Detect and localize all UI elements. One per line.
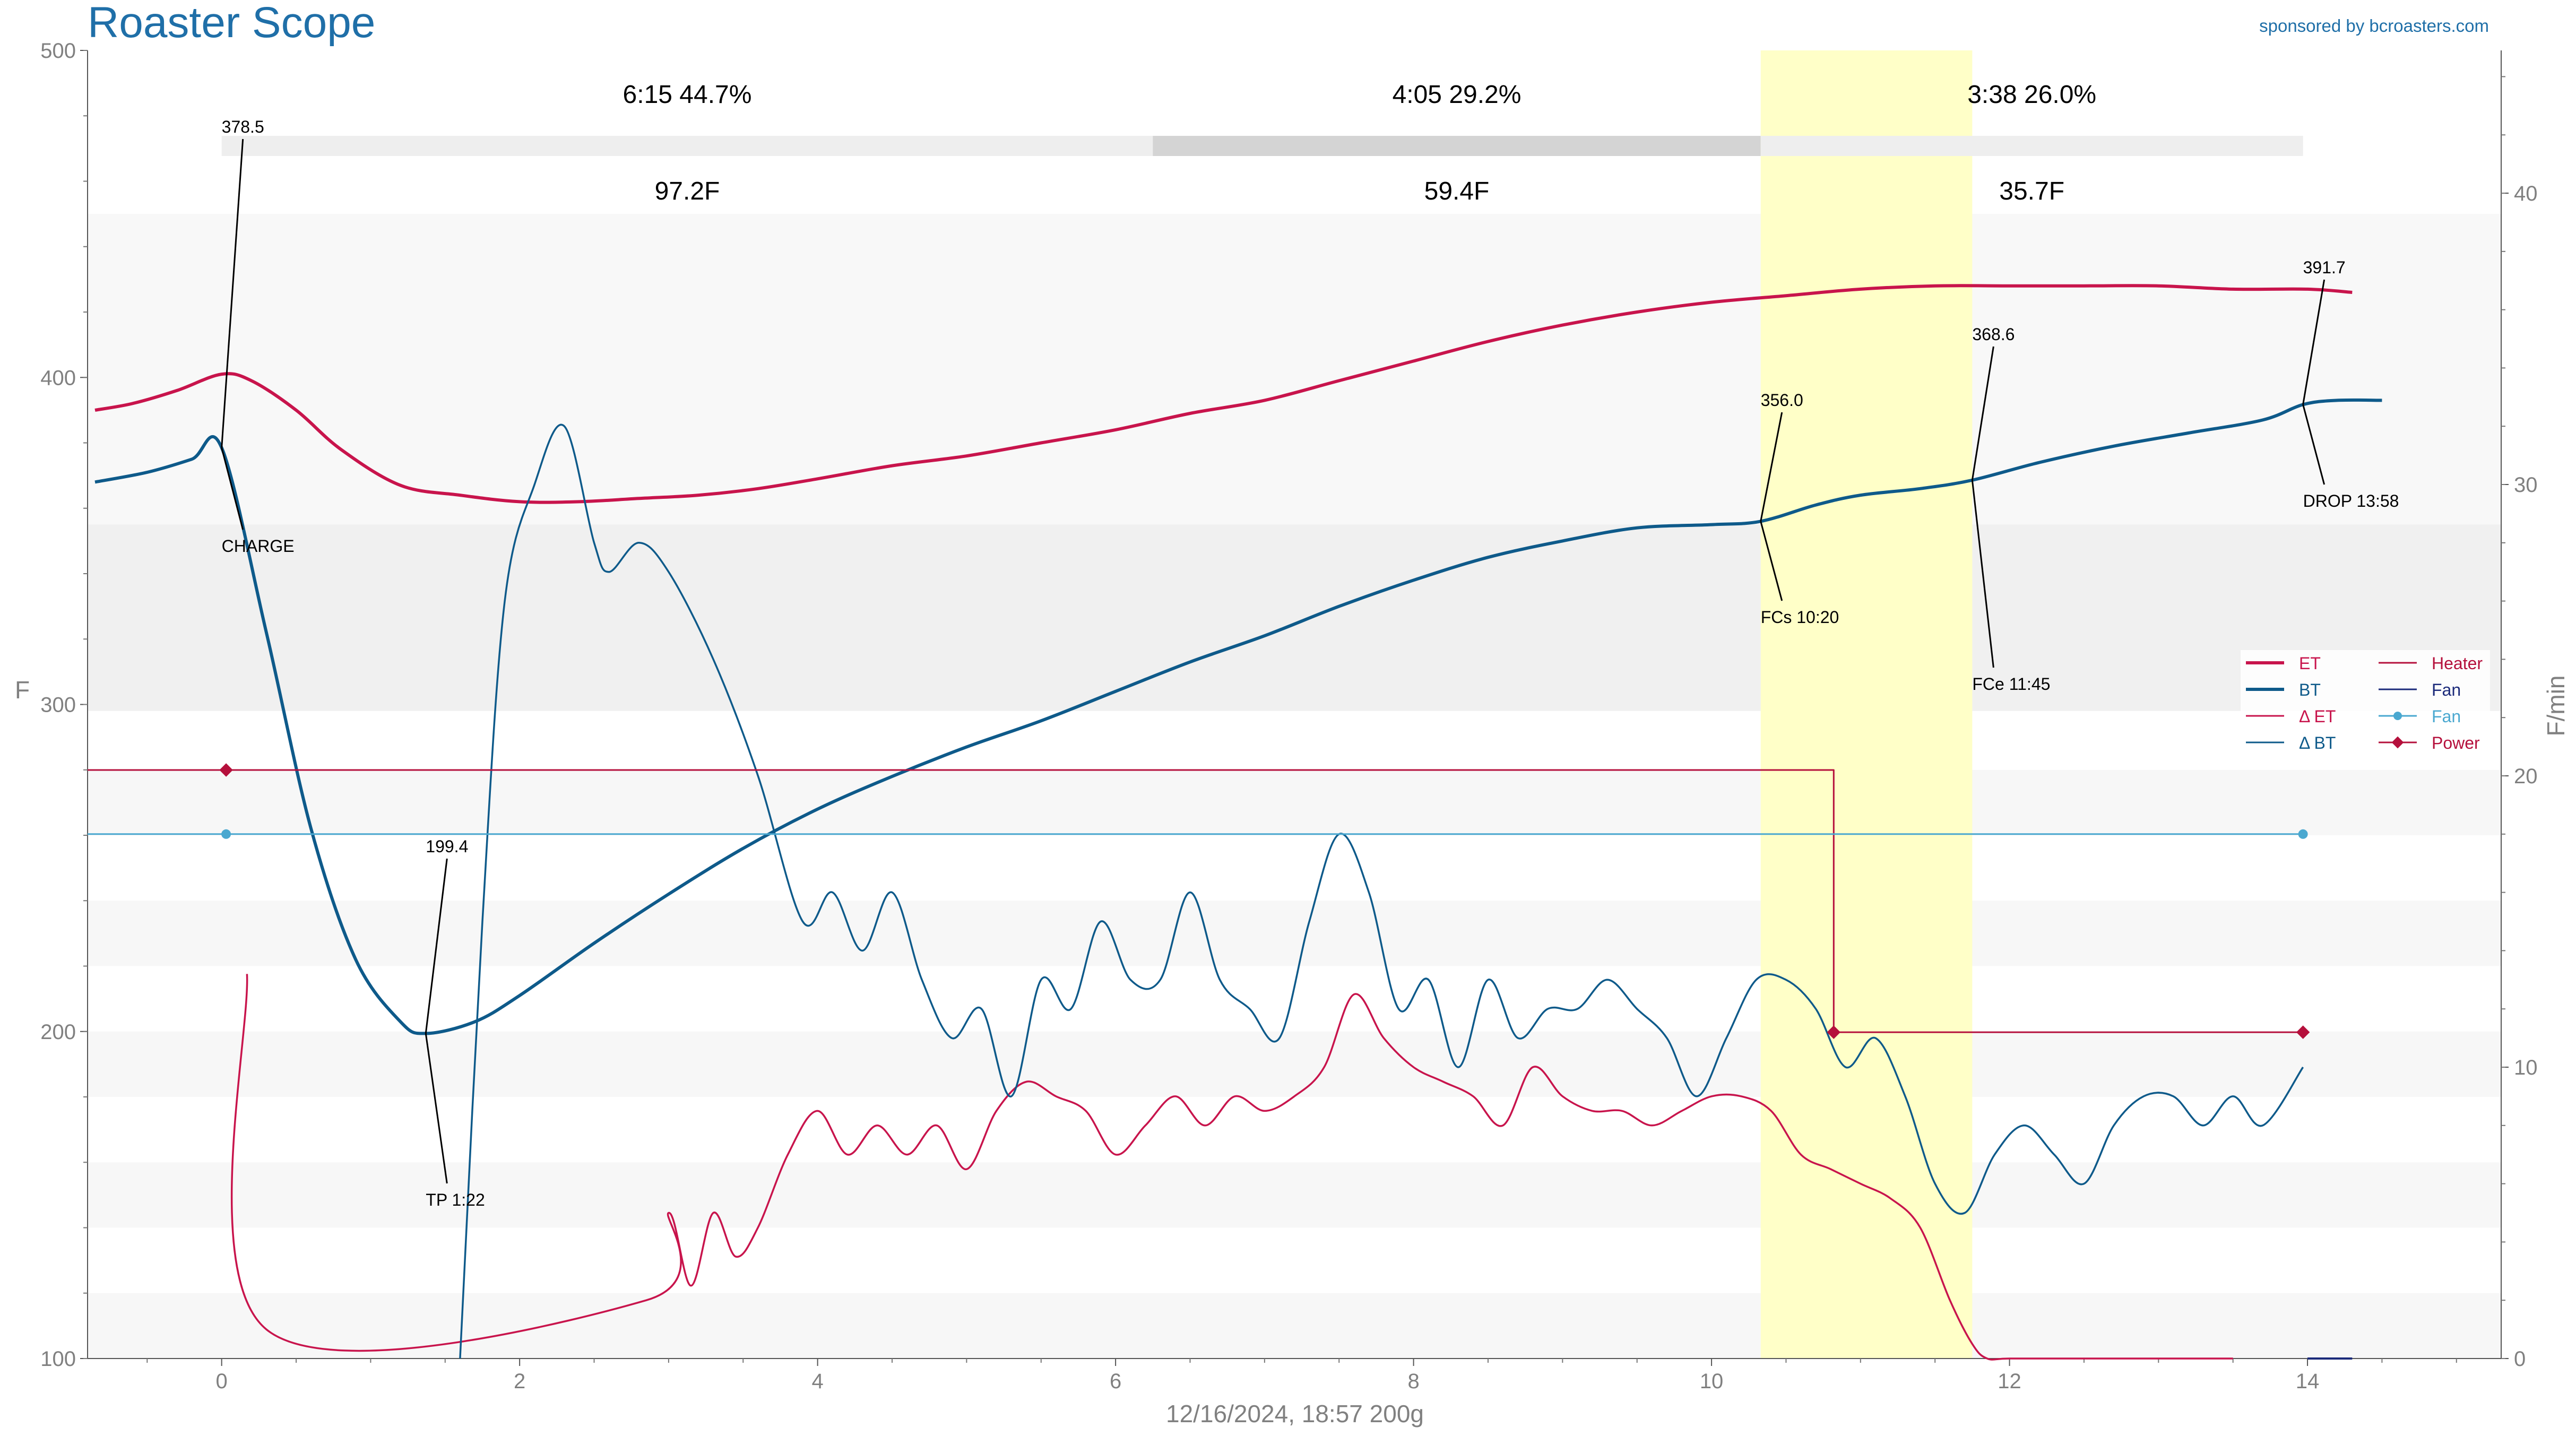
app-title: Roaster Scope [88,0,375,47]
x-tick-label: 4 [812,1370,824,1393]
x-tick-label: 0 [216,1370,228,1393]
legend-label: Fan [2432,680,2461,699]
series-delta-et-line [230,974,2233,1361]
annotation-label: 391.7 [2303,258,2346,277]
series-delta-bt-line [459,423,2304,1359]
phase-segment [221,136,1153,156]
annotation-leader [425,1033,448,1184]
annotation-leader [1760,412,1783,522]
band [88,966,2501,1032]
phase-bar: 6:15 44.7% 97.2F 4:05 29.2% 59.4F 3:38 26.0%… [221,81,2303,205]
band [88,50,2501,214]
annotation-leader [2302,279,2326,405]
x-tick-label: 12 [1998,1370,2021,1393]
y2-tick-label: 40 [2514,182,2538,205]
annotation-leader [1971,346,1994,480]
annotation-leader [221,139,244,448]
x-tick-label: 6 [1110,1370,1121,1393]
phase-time-label: 4:05 29.2% [1393,81,1522,109]
annotation-label: CHARGE [222,537,295,556]
legend-label: Δ BT [2299,733,2336,752]
legend-label: Fan [2432,707,2461,726]
annotation-label: 368.6 [1972,325,2015,344]
annotation-label: DROP 13:58 [2303,491,2399,511]
footer-text: 12/16/2024, 18:57 200g [1166,1400,1424,1428]
y2-axis-label: F/min [2542,676,2570,737]
power-marker [2296,1025,2310,1039]
x-tick-label: 10 [1700,1370,1724,1393]
y-tick-label: 300 [40,694,76,717]
first-crack-band [1760,50,1973,1359]
y-tick-label: 200 [40,1020,76,1044]
annotation-leader [1971,480,1994,668]
band [88,524,2501,711]
phase-rise-label: 97.2F [655,177,720,205]
legend-label: Heater [2432,654,2483,673]
phase-segment [1760,136,2303,156]
annotation-label: 199.4 [426,837,468,856]
x-tick-label: 2 [514,1370,525,1393]
legend-label: Δ ET [2299,707,2336,726]
phase-segment [1153,136,1761,156]
y-axis-label: F [15,676,30,704]
y-tick-label: 400 [40,366,76,390]
band [88,214,2501,525]
legend-swatch-dot [2393,712,2402,720]
band [88,769,2501,835]
y2-tick-label: 0 [2514,1347,2526,1371]
phase-rise-label: 59.4F [1424,177,1490,205]
band [88,1293,2501,1359]
y2-tick-label: 30 [2514,473,2538,497]
band [88,1227,2501,1293]
annotation-label: 356.0 [1761,391,1803,410]
annotation-leader [221,447,244,530]
legend-swatch-diamond [2391,736,2404,749]
background-bands [88,50,2501,1359]
y2-tick-label: 10 [2514,1056,2538,1079]
band [88,901,2501,966]
band [88,711,2501,770]
legend: ET BT Δ ET Δ BT Heater Fan Fan Power [2241,650,2490,762]
fan-marker [2298,829,2308,839]
legend-label: ET [2299,654,2321,673]
sponsor-text: sponsored by bcroasters.com [2259,16,2489,36]
y-tick-label: 100 [40,1347,76,1371]
annotation-leader [1760,521,1783,601]
legend-label: BT [2299,680,2321,699]
phase-time-label: 6:15 44.7% [623,81,752,109]
legend-label: Power [2432,733,2480,752]
x-tick-label: 8 [1407,1370,1419,1393]
band [88,1162,2501,1228]
band [88,1031,2501,1097]
fan-marker [221,829,231,839]
band [88,1097,2501,1163]
phase-rise-label: 35.7F [1999,177,2064,205]
annotation-label: TP 1:22 [426,1190,485,1209]
annotation-leader [425,858,448,1034]
series-heater-line [88,769,2307,1033]
annotation-label: FCs 10:20 [1761,608,1839,627]
event-annotations: 378.5 CHARGE 199.4 TP 1:22 356.0 FCs 10:20 368… [221,117,2399,1209]
y2-tick-label: 20 [2514,765,2538,788]
phase-time-label: 3:38 26.0% [1967,81,2096,109]
annotation-label: FCe 11:45 [1972,674,2050,694]
annotation-leader [2302,404,2326,485]
fc-band-rect [1760,50,1973,1359]
series-et-line [94,284,2353,504]
y-tick-label: 500 [40,39,76,63]
annotation-label: 378.5 [222,117,264,136]
band [88,835,2501,901]
x-tick-label: 14 [2296,1370,2320,1393]
